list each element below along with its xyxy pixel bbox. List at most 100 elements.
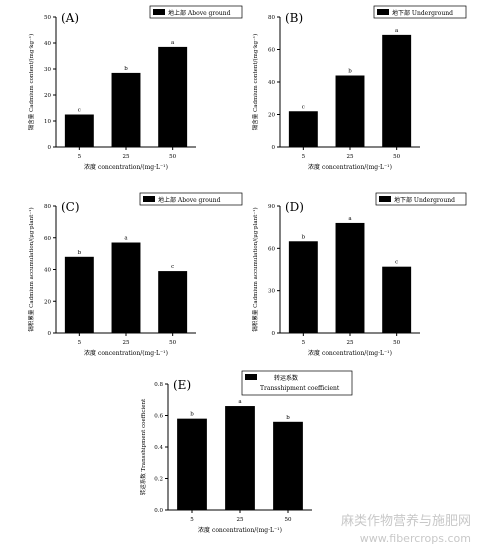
panel-c-label: (C) [61,200,80,214]
panel-e-significance-letter: b [286,415,290,421]
panel-e-x-axis-title: 浓度 concentration/(mg·L⁻¹) [198,526,282,534]
panel-b-significance-letter: b [348,69,352,75]
panel-c-significance-letter: b [78,250,82,256]
panel-d-legend-swatch [379,196,391,202]
panel-b-bar [335,75,365,147]
panel-b-x-axis-title: 浓度 concentration/(mg·L⁻¹) [308,163,392,171]
panel-b-y-tick-label: 0 [272,145,276,151]
panel-d-bar [288,241,318,333]
panel-d-bar [335,222,365,333]
panel-b-significance-letter: c [302,104,305,110]
panel-a-x-tick-label: 5 [78,154,82,160]
panel-d-y-axis-title: 镉积累量 Cadmium accumulation/(μg·plant⁻¹) [251,207,259,331]
panel-d-x-tick-label: 5 [302,340,306,346]
panel-c-bar [64,256,94,333]
panel-b-bar [382,34,412,147]
panel-b-legend-box [373,5,467,19]
panel-a-y-tick-label: 30 [44,67,51,73]
panel-d-y-tick-label: 0 [272,331,276,337]
panel-d-significance-letter: b [302,234,306,240]
panel-e-bar [177,418,207,510]
panel-c-y-axis-title: 镉积累量 Cadmium accumulation/(μg·plant⁻¹) [27,207,35,331]
panel-c-x-axis-title: 浓度 concentration/(mg·L⁻¹) [84,349,168,357]
panel-b-y-tick-label: 60 [268,48,275,54]
panel-e-y-tick-label: 0.6 [154,414,163,420]
watermark-url: www.fibercrops.com [359,532,471,545]
panel-d-bar [382,266,412,333]
panel-c-significance-letter: a [124,236,128,242]
panel-e-label: (E) [173,378,191,392]
panel-e-legend-swatch [245,374,257,380]
panel-a-x-tick-label: 25 [123,154,130,160]
panel-d-legend-box [375,192,467,206]
watermark-title: 麻类作物营养与施肥网 [340,514,471,529]
panel-e-x-tick-label: 50 [285,517,292,523]
panel-c-bar [158,271,188,333]
panel-e-y-axis-title: 转运系数 Transshipment coefficient [139,398,147,495]
panel-c-bar [111,242,141,333]
panel-e-x-tick-label: 25 [237,517,244,523]
panel-a-legend-text: 地上部 Above ground [168,9,231,17]
panel-c-y-tick-label: 60 [44,236,51,242]
panel-e-significance-letter: b [190,412,194,418]
panel-d-label: (D) [285,200,304,214]
panel-e-y-tick-label: 0.8 [154,382,163,388]
panel-c-y-tick-label: 20 [44,299,51,305]
panel-b-legend-swatch [377,9,389,15]
panel-d-y-tick-label: 60 [268,246,275,252]
panel-e-legend-text-en: Transshipment coefficient [260,385,340,392]
panel-a-label: (A) [61,11,79,25]
panel-a-significance-letter: c [78,108,81,114]
panel-b-legend-text: 地下部 Underground [392,9,453,17]
panel-c-significance-letter: c [171,264,174,270]
panel-a-y-tick-label: 0 [48,145,52,151]
panel-e-legend-text: 转运系数 [274,374,298,382]
panel-b-x-tick-label: 25 [347,154,354,160]
panel-a-bar [64,114,94,147]
panel-e-significance-letter: a [238,399,242,405]
panel-c-x-tick-label: 25 [123,340,130,346]
panel-b-y-tick-label: 20 [268,113,275,119]
panel-b-y-tick-label: 80 [268,15,275,21]
panel-d-y-tick-label: 90 [268,204,275,210]
panel-a-legend-box [149,5,243,19]
panel-c-x-tick-label: 5 [78,340,82,346]
panel-b-x-tick-label: 5 [302,154,306,160]
panel-a-y-tick-label: 20 [44,93,51,99]
panel-d-x-tick-label: 50 [393,340,400,346]
panel-d-x-axis-title: 浓度 concentration/(mg·L⁻¹) [308,349,392,357]
panel-a-y-tick-label: 50 [44,15,51,21]
panel-a-significance-letter: b [124,66,128,72]
panel-c-y-tick-label: 80 [44,204,51,210]
panel-a-x-axis-title: 浓度 concentration/(mg·L⁻¹) [84,163,168,171]
panel-e-y-tick-label: 0.0 [154,508,163,514]
panel-e-x-tick-label: 5 [190,517,194,523]
panel-c-x-tick-label: 50 [169,340,176,346]
panel-e-legend-box [241,370,353,396]
panel-a-x-tick-label: 50 [169,154,176,160]
panel-e-bar [273,421,303,510]
panel-b-y-axis-title: 镉含量 Cadmium content/(mg·kg⁻¹) [251,34,259,130]
panel-a-bar [158,46,188,147]
panel-a-legend-swatch [153,9,165,15]
panel-d-legend-text: 地下部 Underground [394,196,455,204]
panel-b-y-tick-label: 40 [268,80,275,86]
panel-e-bar [225,406,255,510]
panel-d-significance-letter: a [348,216,352,222]
panel-a-bar [111,72,141,147]
panel-b-label: (B) [285,11,303,25]
panel-a-y-tick-label: 10 [44,119,51,125]
panel-d-significance-letter: c [395,260,398,266]
panel-a-y-tick-label: 40 [44,41,51,47]
panel-b-x-tick-label: 50 [393,154,400,160]
panel-a-significance-letter: a [171,40,175,46]
panel-c-legend-text: 地上部 Above ground [158,196,221,204]
panel-e-y-tick-label: 0.4 [154,445,163,451]
panel-d-y-tick-label: 30 [268,289,275,295]
panel-c-y-tick-label: 0 [48,331,52,337]
panel-c-legend-swatch [143,196,155,202]
panel-d-x-tick-label: 25 [347,340,354,346]
panel-c-y-tick-label: 40 [44,268,51,274]
panel-b-significance-letter: a [395,28,399,34]
